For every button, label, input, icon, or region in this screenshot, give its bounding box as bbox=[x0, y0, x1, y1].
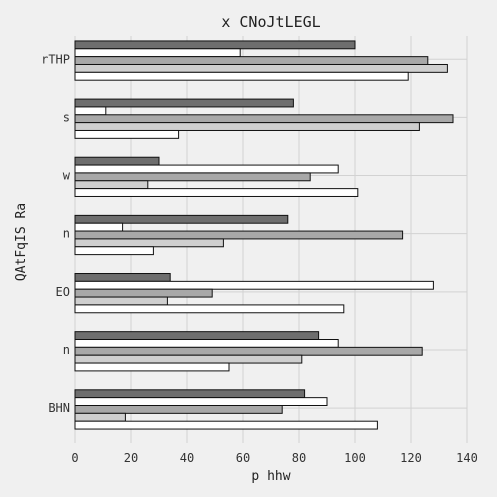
bar bbox=[74, 56, 429, 65]
bar bbox=[74, 114, 454, 124]
bar bbox=[74, 230, 404, 240]
bar bbox=[74, 48, 241, 58]
y-tick-label: BHN bbox=[48, 401, 70, 415]
bar bbox=[74, 296, 168, 306]
bar bbox=[74, 339, 339, 348]
y-tick-label: w bbox=[63, 169, 71, 183]
bar bbox=[74, 188, 359, 197]
x-tick-label: 60 bbox=[236, 451, 250, 465]
bar bbox=[74, 331, 320, 341]
bar bbox=[74, 273, 171, 282]
bar bbox=[74, 222, 124, 232]
x-tick-label: 40 bbox=[180, 451, 194, 465]
x-tick-label: 80 bbox=[292, 451, 306, 465]
y-tick-label: s bbox=[63, 110, 70, 124]
bar bbox=[74, 404, 283, 414]
bar bbox=[74, 389, 306, 399]
bar bbox=[74, 280, 434, 290]
bar bbox=[74, 106, 107, 116]
bar bbox=[74, 362, 230, 372]
bar bbox=[74, 354, 303, 364]
bar bbox=[74, 129, 180, 139]
bar bbox=[74, 214, 289, 224]
bar bbox=[74, 164, 339, 174]
chart-title: x CNoJtLEGL bbox=[221, 13, 320, 31]
x-tick-label: 120 bbox=[400, 451, 422, 465]
x-tick-label: 100 bbox=[344, 451, 366, 465]
bar bbox=[74, 412, 126, 422]
bar bbox=[74, 172, 311, 182]
y-tick-label: n bbox=[63, 343, 70, 357]
x-tick-label: 20 bbox=[124, 451, 138, 465]
bar bbox=[74, 397, 328, 406]
y-axis-label: QAtFqIS Ra bbox=[14, 203, 29, 281]
x-tick-labels: 0 20 40 60 80 100 120 140 bbox=[71, 451, 477, 465]
x-tick-label: 140 bbox=[456, 451, 478, 465]
bar bbox=[74, 346, 423, 356]
bar bbox=[74, 288, 213, 298]
bar bbox=[74, 122, 420, 131]
bar bbox=[74, 304, 345, 314]
y-tick-label: rTHP bbox=[41, 52, 70, 66]
bars-layer bbox=[74, 40, 454, 430]
bar bbox=[74, 180, 149, 190]
bar bbox=[74, 420, 378, 430]
bar bbox=[74, 238, 224, 248]
bar bbox=[74, 156, 160, 166]
y-tick-label: EO bbox=[56, 285, 70, 299]
y-tick-labels: rTHP s w n EO n BHN bbox=[41, 52, 71, 415]
bar bbox=[74, 40, 356, 50]
bar bbox=[74, 98, 294, 108]
bar bbox=[74, 63, 448, 73]
y-tick-label: n bbox=[63, 227, 70, 241]
bar bbox=[74, 246, 154, 256]
x-axis-label: p hhw bbox=[251, 469, 290, 484]
x-tick-label: 0 bbox=[71, 451, 78, 465]
bar bbox=[74, 71, 409, 81]
